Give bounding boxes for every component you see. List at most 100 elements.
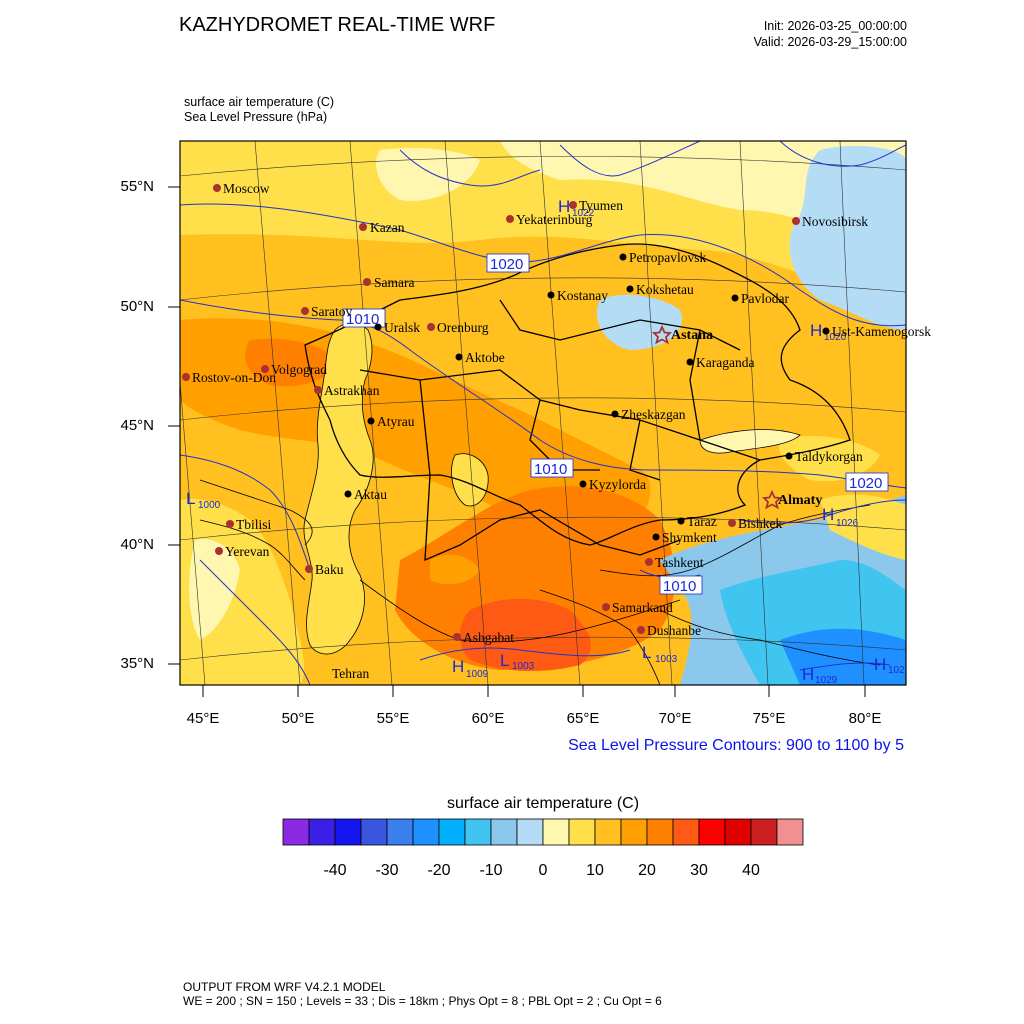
svg-text:Aktobe: Aktobe xyxy=(465,350,505,365)
svg-text:Tyumen: Tyumen xyxy=(579,198,623,213)
svg-text:Ashgabat: Ashgabat xyxy=(463,630,514,645)
svg-text:1020: 1020 xyxy=(490,256,523,273)
colorbar-swatch xyxy=(672,818,700,846)
temperature-field xyxy=(180,141,906,685)
svg-text:Bishkek: Bishkek xyxy=(738,516,783,531)
colorbar-swatch xyxy=(516,818,544,846)
lon-label-55e: 55°E xyxy=(376,710,410,727)
variable-label-temperature: surface air temperature (C) xyxy=(184,95,335,109)
svg-text:1020: 1020 xyxy=(849,475,882,492)
svg-text:Rostov-on-Don: Rostov-on-Don xyxy=(192,370,276,385)
svg-text:H: H xyxy=(802,665,814,684)
colorbar-swatch xyxy=(464,818,492,846)
svg-text:Astrakhan: Astrakhan xyxy=(324,383,380,398)
svg-text:Yekaterinburg: Yekaterinburg xyxy=(516,212,593,227)
svg-text:Dushanbe: Dushanbe xyxy=(647,623,701,638)
colorbar-swatch xyxy=(620,818,648,846)
kazakhstan-borders xyxy=(304,243,851,562)
svg-text:1026: 1026 xyxy=(836,518,859,529)
svg-text:Samara: Samara xyxy=(374,275,414,290)
svg-text:1003: 1003 xyxy=(655,654,678,665)
svg-text:1010: 1010 xyxy=(534,461,567,478)
svg-text:1010: 1010 xyxy=(346,311,379,328)
country-borders xyxy=(199,479,881,685)
contour-note: Sea Level Pressure Contours: 900 to 1100… xyxy=(568,737,904,754)
svg-text:1022: 1022 xyxy=(572,208,595,219)
colorbar-swatch xyxy=(334,818,362,846)
map-frame xyxy=(179,140,907,686)
lon-label-75e: 75°E xyxy=(752,710,786,727)
colorbar-swatch xyxy=(386,818,414,846)
svg-text:1003: 1003 xyxy=(512,661,535,672)
footer-config: WE = 200 ; SN = 150 ; Levels = 33 ; Dis … xyxy=(183,994,662,1008)
svg-text:Kostanay: Kostanay xyxy=(557,288,608,303)
svg-text:Orenburg: Orenburg xyxy=(437,320,489,335)
page-title: KAZHYDROMET REAL-TIME WRF xyxy=(179,14,496,36)
svg-text:Novosibirsk: Novosibirsk xyxy=(802,214,868,229)
colorbar-label: -20 xyxy=(427,862,451,879)
lat-label-55n: 55°N xyxy=(120,178,154,195)
colorbar-swatch xyxy=(698,818,726,846)
lon-label-60e: 60°E xyxy=(471,710,505,727)
lon-label-45e: 45°E xyxy=(186,710,220,727)
svg-text:H: H xyxy=(874,655,886,674)
svg-text:Uralsk: Uralsk xyxy=(384,320,420,335)
colorbar-label: 40 xyxy=(742,862,760,879)
lon-label-80e: 80°E xyxy=(848,710,882,727)
svg-text:H: H xyxy=(452,657,464,676)
pressure-centers: H 1022 H 1020 L 1000 H 1026 H 1009 L 100… xyxy=(186,197,905,686)
svg-text:L: L xyxy=(500,651,509,670)
svg-text:Tehran: Tehran xyxy=(332,666,370,681)
colorbar-swatch xyxy=(724,818,752,846)
svg-text:Baku: Baku xyxy=(315,562,344,577)
svg-text:Kyzylorda: Kyzylorda xyxy=(589,477,646,492)
svg-text:Yerevan: Yerevan xyxy=(225,544,270,559)
valid-time: Valid: 2026-03-29_15:00:00 xyxy=(753,35,907,49)
svg-text:Pavlodar: Pavlodar xyxy=(741,291,789,306)
svg-text:Petropavlovsk: Petropavlovsk xyxy=(629,250,706,265)
svg-text:Shymkent: Shymkent xyxy=(662,530,717,545)
variable-label-pressure: Sea Level Pressure (hPa) xyxy=(184,110,328,124)
svg-text:H: H xyxy=(558,197,570,216)
lon-label-70e: 70°E xyxy=(658,710,692,727)
lon-label-65e: 65°E xyxy=(566,710,600,727)
svg-text:1000: 1000 xyxy=(198,500,221,511)
colorbar-swatch xyxy=(282,818,310,846)
colorbar-swatch xyxy=(438,818,466,846)
colorbar-swatch xyxy=(308,818,336,846)
colorbar-label: 0 xyxy=(538,862,548,879)
axis-ticks xyxy=(168,186,866,697)
svg-text:Ust-Kamenogorsk: Ust-Kamenogorsk xyxy=(832,324,931,339)
svg-text:Astana: Astana xyxy=(671,328,713,343)
svg-text:Samarkand: Samarkand xyxy=(612,600,673,615)
colorbar-label: 20 xyxy=(638,862,656,879)
colorbar-swatch xyxy=(412,818,440,846)
svg-text:Tbilisi: Tbilisi xyxy=(236,517,272,532)
colorbar-swatch xyxy=(594,818,622,846)
svg-text:102: 102 xyxy=(888,665,905,676)
svg-text:1020: 1020 xyxy=(824,332,847,343)
svg-text:Kazan: Kazan xyxy=(370,220,405,235)
lat-label-35n: 35°N xyxy=(120,655,154,672)
colorbar-label: -30 xyxy=(375,862,399,879)
svg-text:1029: 1029 xyxy=(815,675,838,686)
foreign-cities: Moscow Kazan Samara Saratov Volgograd Ro… xyxy=(182,181,868,681)
svg-text:Kokshetau: Kokshetau xyxy=(636,282,694,297)
colorbar-swatch xyxy=(542,818,570,846)
colorbar-label: -10 xyxy=(479,862,503,879)
init-time: Init: 2026-03-25_00:00:00 xyxy=(763,19,907,33)
svg-text:Aktau: Aktau xyxy=(354,487,387,502)
isobars xyxy=(180,141,906,685)
svg-text:Zheskazgan: Zheskazgan xyxy=(621,407,686,422)
lat-label-50n: 50°N xyxy=(120,298,154,315)
svg-text:Almaty: Almaty xyxy=(778,493,822,508)
colorbar-swatch xyxy=(776,818,804,846)
colorbar-swatch xyxy=(646,818,674,846)
svg-text:1010: 1010 xyxy=(663,578,696,595)
isobar-labels: 1020 1010 1010 1020 1010 xyxy=(342,253,889,595)
svg-text:Taldykorgan: Taldykorgan xyxy=(795,449,863,464)
svg-text:L: L xyxy=(186,489,195,508)
colorbar xyxy=(282,818,804,846)
svg-text:Taraz: Taraz xyxy=(687,514,717,529)
colorbar-swatch xyxy=(568,818,596,846)
